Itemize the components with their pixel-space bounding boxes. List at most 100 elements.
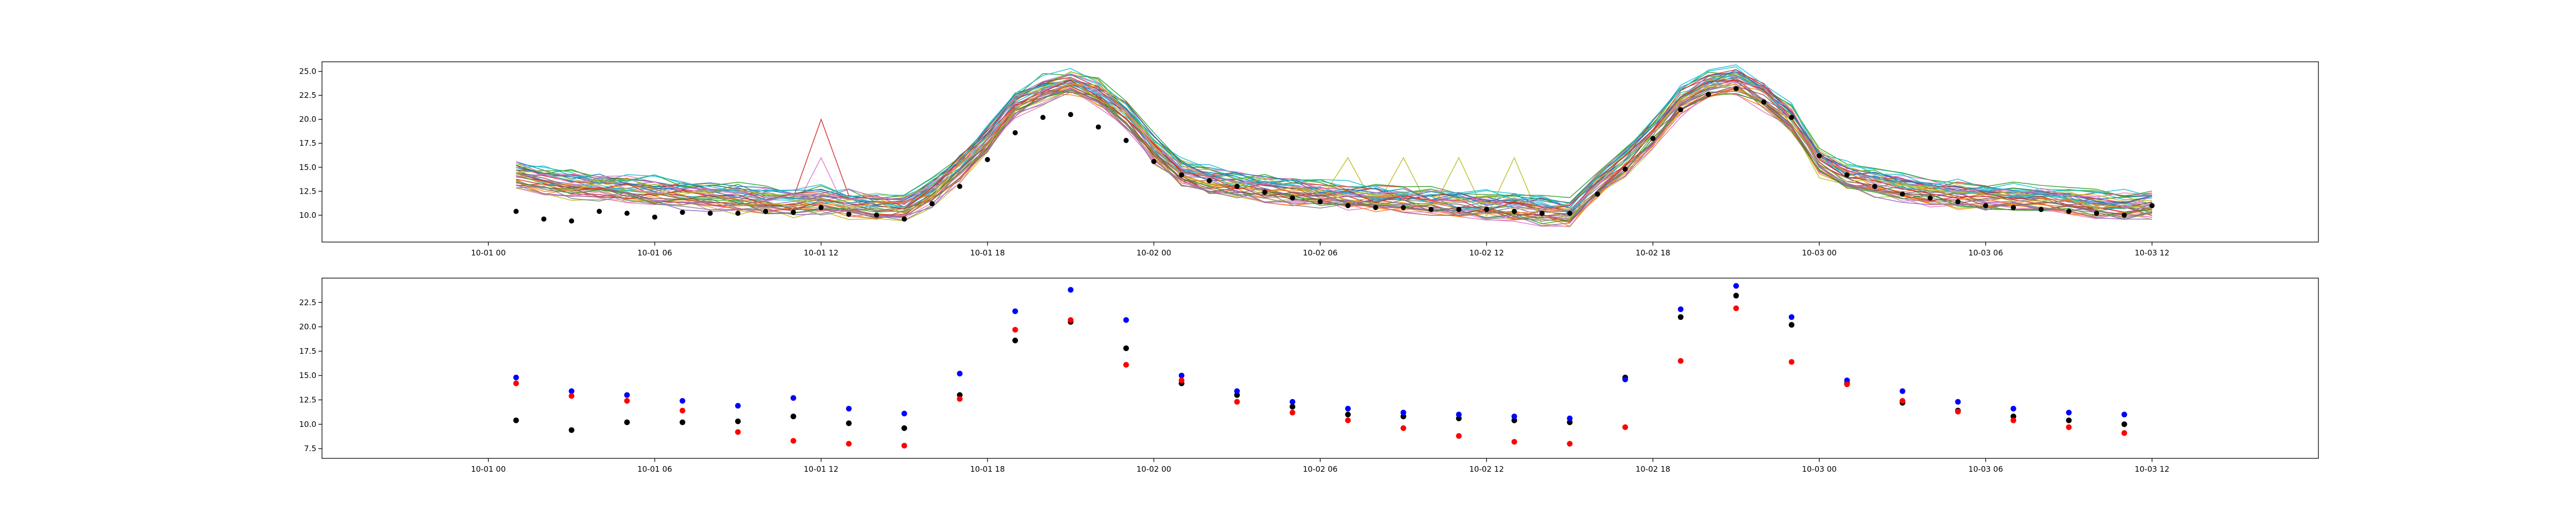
ensemble-member-line [516, 88, 2153, 228]
observed-point [1428, 207, 1434, 212]
x-tick-label: 10-03 06 [1968, 465, 2003, 474]
observed-point [2038, 207, 2044, 212]
forecast-point [1511, 414, 1517, 420]
observed-point [1567, 211, 1572, 216]
forecast-point [1067, 287, 1074, 293]
ensemble-member-line [516, 81, 2153, 216]
ensemble-member-line [516, 77, 2153, 211]
forecast-point [1567, 441, 1573, 447]
observed-point [1456, 207, 1462, 212]
axes-frame [321, 61, 2319, 243]
x-tick-label: 10-01 00 [471, 465, 505, 474]
observed-point [1512, 209, 1517, 214]
x-tick-label: 10-01 06 [637, 248, 672, 258]
observed-point [1539, 211, 1545, 216]
observed-point [1817, 153, 1822, 159]
forecast-point [790, 414, 796, 420]
observed-point [1733, 86, 1739, 92]
y-tick-label: 17.5 [299, 139, 316, 148]
observed-point [874, 212, 879, 218]
observed-point [1123, 138, 1129, 143]
observed-point [1705, 92, 1711, 97]
y-tick-label: 12.5 [299, 395, 316, 404]
observed-point [707, 211, 713, 216]
ensemble-member-line [516, 71, 2153, 209]
forecast-point [2066, 417, 2072, 423]
ensemble-member-line [516, 89, 2153, 222]
forecast-point [1290, 404, 1296, 410]
observed-point [1595, 191, 1600, 197]
forecast-point [1123, 362, 1129, 368]
observed-point [763, 209, 769, 214]
x-tick-label: 10-01 00 [471, 248, 505, 258]
observed-point [2149, 203, 2155, 209]
observed-point [1983, 203, 1989, 209]
forecast-point [1567, 415, 1573, 421]
forecast-point [957, 392, 963, 398]
observed-point [569, 218, 574, 224]
observed-point [1345, 203, 1351, 209]
observed-point [1844, 172, 1850, 178]
observed-point [1095, 124, 1101, 130]
x-tick-label: 10-02 06 [1303, 248, 1337, 258]
forecast-point [680, 407, 686, 414]
observed-point [1373, 204, 1379, 210]
forecast-point [2121, 411, 2127, 418]
forecast-point [2121, 421, 2127, 427]
ensemble-member-line [516, 79, 2153, 212]
forecast-point [2010, 414, 2016, 420]
observed-point [1012, 130, 1018, 135]
forecast-point [735, 418, 741, 424]
x-tick-label: 10-01 12 [804, 248, 838, 258]
observed-point [1151, 159, 1157, 164]
forecast-point [568, 427, 574, 433]
x-tick-label: 10-01 12 [804, 465, 838, 474]
forecast-point [1622, 376, 1629, 383]
forecast-point [735, 429, 741, 435]
observed-point [985, 157, 990, 162]
observed-point [1955, 199, 1961, 204]
observed-point [2094, 211, 2099, 216]
y-tick-label: 20.0 [299, 115, 316, 124]
forecast-point [1677, 314, 1684, 320]
observed-point [957, 184, 962, 190]
observed-point [541, 216, 547, 222]
observed-point [1927, 195, 1933, 201]
observed-point [902, 216, 907, 222]
forecast-point [957, 370, 963, 376]
forecast-point [624, 398, 630, 404]
forecast-point [1456, 433, 1462, 439]
observed-point [1040, 114, 1046, 120]
x-tick-label: 10-01 18 [970, 248, 1005, 258]
forecast-point [2010, 417, 2016, 423]
x-tick-label: 10-03 12 [2134, 465, 2169, 474]
x-tick-label: 10-01 06 [637, 465, 672, 474]
forecast-point [1290, 409, 1296, 416]
forecast-point [1733, 305, 1739, 312]
x-tick-label: 10-02 18 [1636, 248, 1670, 258]
forecast-point [1844, 381, 1850, 387]
observed-point [597, 209, 602, 214]
forecast-point [1733, 283, 1739, 289]
observed-point [2122, 212, 2127, 218]
forecast-point [513, 374, 519, 381]
observed-point [846, 212, 852, 217]
observed-point [1761, 99, 1767, 105]
observed-point [2010, 204, 2016, 210]
forecast-point [901, 410, 907, 417]
ensemble-member-line [516, 78, 2153, 219]
observed-point [735, 211, 741, 216]
x-tick-label: 10-03 00 [1802, 465, 1837, 474]
forecast-point [1123, 345, 1129, 351]
observed-point [790, 210, 796, 215]
observed-point [1650, 135, 1656, 141]
y-tick-label: 25.0 [299, 67, 316, 76]
forecast-point [735, 403, 741, 409]
forecast-point [1400, 425, 1406, 431]
forecast-point [568, 388, 574, 394]
forecast-point [1178, 372, 1184, 379]
forecast-point [2010, 406, 2016, 412]
ensemble-member-line [516, 64, 2153, 208]
observed-point [1317, 199, 1323, 204]
ensemble-member-line [516, 74, 2153, 212]
